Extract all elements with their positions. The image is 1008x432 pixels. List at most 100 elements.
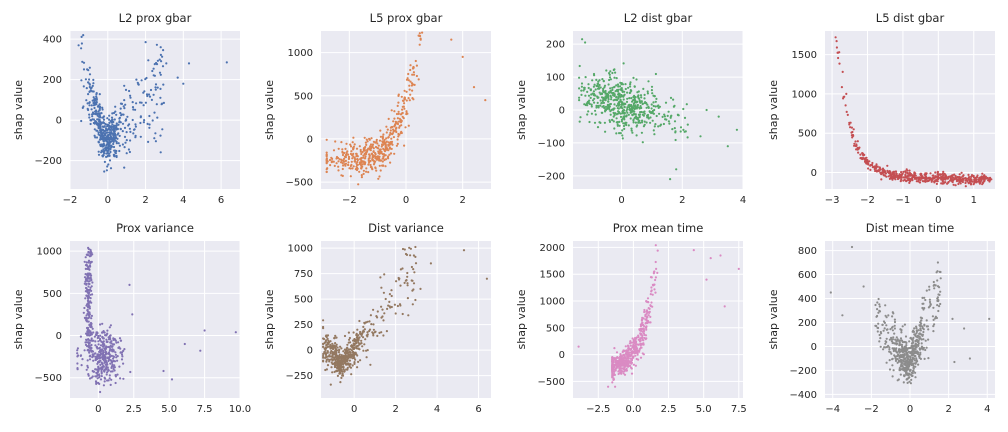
data-point (898, 344, 901, 347)
data-point (907, 350, 911, 353)
data-point (626, 91, 629, 94)
x-tick-label: 4 (984, 404, 990, 415)
data-point (661, 115, 664, 118)
data-point (99, 143, 102, 146)
data-point (904, 174, 907, 177)
data-point (99, 122, 102, 125)
data-point (341, 148, 344, 151)
data-point (888, 348, 891, 351)
plot-background (70, 241, 240, 398)
data-point (90, 86, 93, 89)
data-point (618, 367, 621, 370)
data-point (124, 103, 127, 106)
y-axis-label: shap value (263, 80, 276, 140)
data-point (108, 352, 111, 355)
data-point (928, 285, 931, 288)
data-point (419, 34, 422, 38)
data-point (100, 151, 103, 154)
data-point (110, 138, 113, 141)
data-point (102, 365, 105, 368)
data-point (97, 153, 101, 156)
data-point (634, 99, 637, 102)
data-point (392, 120, 395, 123)
data-point (151, 69, 154, 73)
data-point (87, 374, 90, 377)
data-point (907, 367, 910, 370)
data-point (408, 99, 411, 102)
data-point (372, 308, 375, 311)
data-point (616, 99, 619, 102)
data-point (874, 169, 877, 173)
data-point (878, 305, 881, 308)
data-point (411, 303, 414, 306)
data-point (640, 100, 643, 103)
data-point (901, 345, 904, 349)
data-point (953, 360, 956, 364)
data-point (87, 261, 90, 264)
data-point (612, 94, 615, 97)
y-tick-label: 0 (307, 346, 313, 357)
data-point (114, 381, 117, 385)
data-point (624, 365, 627, 368)
data-point (335, 336, 338, 339)
data-point (111, 139, 114, 142)
data-point (98, 114, 101, 118)
data-point (861, 153, 865, 156)
data-point (395, 280, 398, 283)
data-point (883, 346, 886, 349)
data-point (902, 381, 905, 384)
data-point (613, 103, 616, 106)
data-point (937, 293, 940, 296)
data-point (332, 344, 335, 347)
data-point (900, 329, 903, 332)
data-point (621, 350, 624, 354)
data-point (133, 128, 136, 131)
data-point (378, 164, 381, 167)
data-point (649, 121, 652, 124)
data-point (112, 125, 115, 128)
y-tick-label: 200 (798, 318, 817, 329)
data-point (371, 168, 374, 171)
data-point (623, 115, 626, 118)
data-point (975, 176, 978, 179)
data-point (149, 88, 153, 92)
data-point (90, 108, 93, 111)
data-point (368, 320, 371, 323)
data-point (350, 373, 353, 376)
data-point (115, 356, 118, 359)
data-point (635, 125, 638, 128)
data-point (403, 89, 406, 92)
y-tick-label: 1000 (288, 244, 313, 255)
data-point (112, 142, 115, 146)
data-point (98, 361, 101, 364)
data-point (934, 284, 937, 287)
data-point (625, 359, 628, 362)
data-point (374, 145, 378, 149)
data-point (643, 97, 646, 100)
data-point (98, 339, 102, 342)
data-point (372, 150, 375, 153)
data-point (635, 134, 638, 137)
y-tick-label: 2000 (540, 243, 565, 254)
subplot-title: L2 prox gbar (119, 11, 192, 25)
data-point (642, 87, 645, 90)
data-point (325, 344, 328, 347)
data-point (623, 373, 627, 376)
data-point (121, 143, 124, 146)
data-point (871, 161, 874, 165)
data-point (107, 163, 110, 166)
data-point (325, 335, 328, 339)
data-point (394, 120, 397, 123)
data-point (906, 172, 910, 175)
data-point (620, 372, 623, 375)
data-point (612, 91, 615, 95)
data-point (88, 101, 91, 104)
data-point (623, 90, 626, 93)
data-point (613, 357, 616, 360)
data-point (329, 343, 332, 346)
data-point (889, 328, 892, 331)
data-point (351, 154, 354, 157)
data-point (85, 338, 88, 341)
data-point (351, 364, 354, 367)
data-point (372, 334, 375, 337)
